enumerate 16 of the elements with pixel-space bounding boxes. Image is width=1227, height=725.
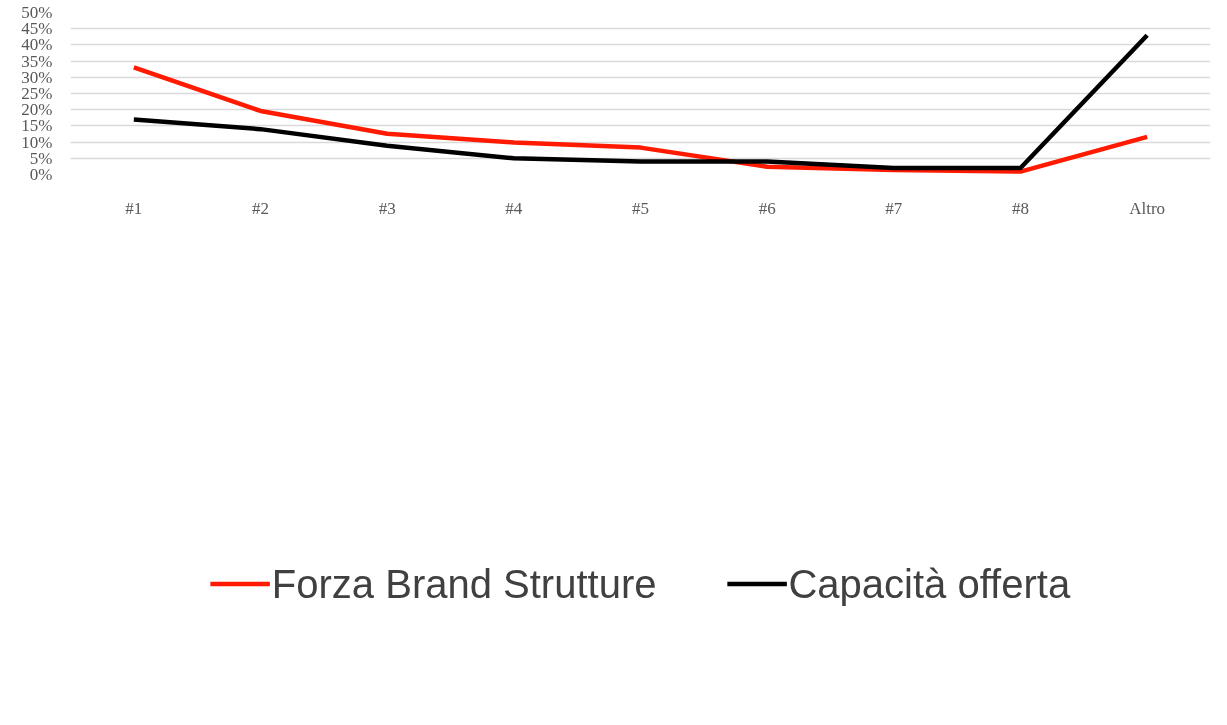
x-tick-label: #2 — [252, 198, 269, 218]
legend-label: Capacità offerta — [788, 561, 1071, 607]
y-tick-label: 50% — [21, 3, 53, 22]
y-tick-label: 25% — [21, 84, 53, 103]
x-tick-label: #6 — [758, 198, 776, 218]
x-tick-label: Altro — [1129, 198, 1166, 218]
x-tick-label: #3 — [378, 198, 396, 218]
x-tick-label: #7 — [885, 198, 903, 218]
x-tick-label: #5 — [632, 198, 649, 218]
line-series — [131, 32, 1150, 171]
legend-label: Forza Brand Strutture — [271, 561, 657, 607]
x-tick-label: #8 — [1012, 198, 1029, 218]
x-tick-label: #4 — [505, 198, 523, 218]
x-tick-label: #1 — [125, 198, 143, 218]
y-tick-label: 0% — [29, 165, 53, 184]
line-series — [131, 65, 1150, 174]
